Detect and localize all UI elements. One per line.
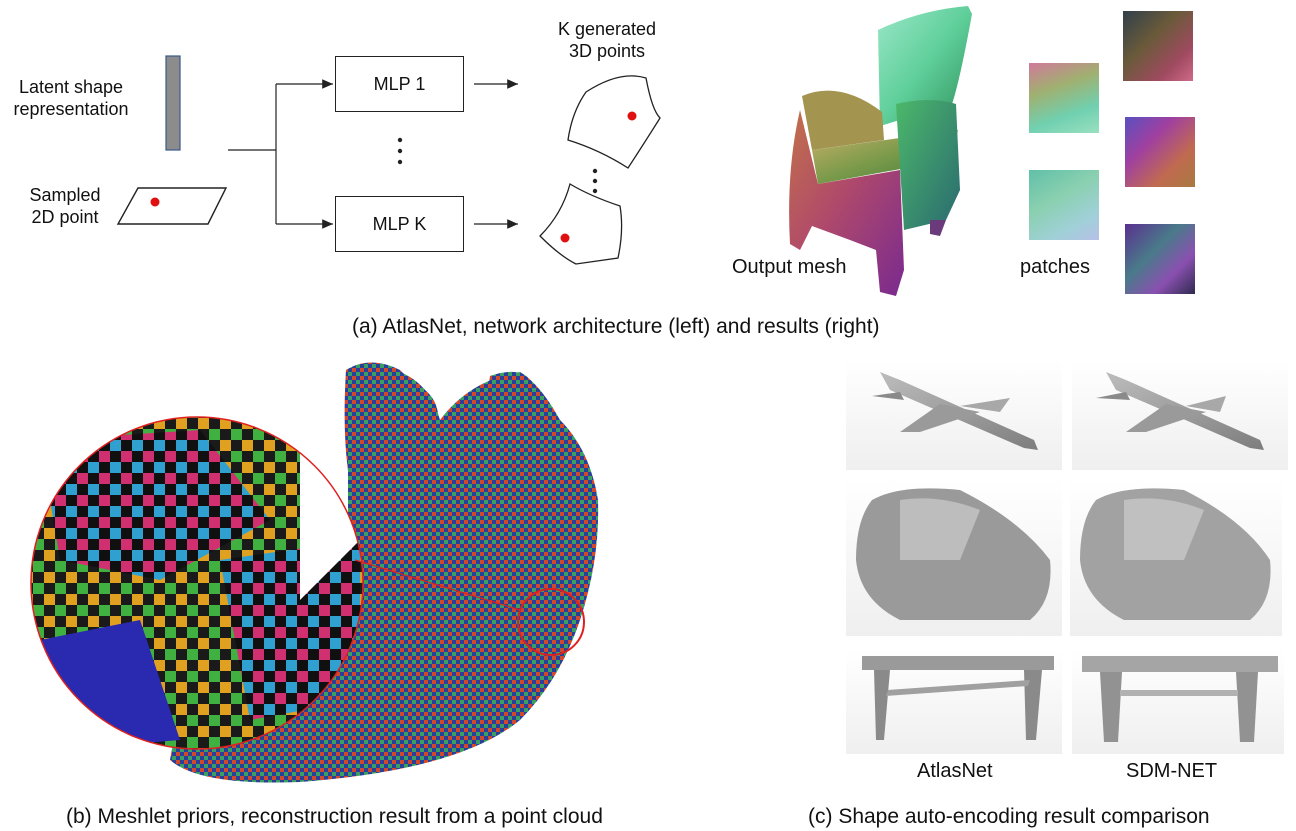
table-sdmnet: [1082, 656, 1278, 742]
generated-point-dot: [627, 111, 637, 121]
generated-label-line1: K generated: [557, 19, 657, 39]
sampled-2d-square: [116, 187, 228, 225]
ellipsis-dot: [592, 178, 598, 184]
ellipsis-dot: [592, 168, 598, 174]
latent-shape-label: Latent shape representation: [2, 76, 140, 120]
generated-patch-top: [567, 75, 661, 169]
generated-points-label: K generated 3D points: [548, 18, 666, 62]
zoom-connector-line: [354, 559, 521, 611]
method-label-atlasnet: AtlasNet: [917, 760, 993, 782]
caption-c: (c) Shape auto-encoding result compariso…: [808, 805, 1210, 828]
car-sdmnet: [1080, 488, 1271, 620]
uv-patch-1: [1029, 63, 1099, 133]
ellipsis-dot: [592, 188, 598, 194]
zoom-circle-outline: [30, 416, 364, 750]
generated-label-line2: 3D points: [568, 41, 646, 61]
uv-patch-4: [1125, 117, 1195, 187]
ellipsis-dot: [397, 159, 403, 165]
generated-patch-bottom: [539, 182, 623, 265]
zoom-inset: [31, 417, 363, 749]
zoom-source-circle: [517, 588, 585, 656]
caption-a: (a) AtlasNet, network architecture (left…: [352, 315, 880, 338]
mlp-k-box: MLP K: [335, 196, 464, 252]
mlp-k-label: MLP K: [372, 213, 427, 234]
mlp-1-label: MLP 1: [373, 73, 426, 94]
patches-label: patches: [1020, 256, 1091, 278]
latent-vector-bar: [165, 55, 181, 151]
sampled-point-label: Sampled 2D point: [16, 184, 114, 228]
uv-patch-3: [1123, 11, 1193, 81]
architecture-diagram: [116, 55, 661, 265]
ellipsis-dot: [397, 137, 403, 143]
sampled-label-line1: Sampled: [29, 185, 101, 205]
output-mesh-label: Output mesh: [732, 256, 847, 278]
method-label-sdmnet: SDM-NET: [1126, 760, 1218, 782]
sampled-label-line2: 2D point: [31, 207, 99, 227]
uv-patch-5: [1125, 224, 1195, 294]
latent-label-line2: representation: [13, 99, 129, 119]
generated-point-dot: [560, 233, 570, 243]
uv-patch-2: [1029, 170, 1099, 240]
sampled-point-dot: [150, 197, 160, 207]
table-atlasnet: [862, 656, 1054, 740]
airplane-sdmnet: [1096, 372, 1264, 450]
ellipsis-dot: [397, 148, 403, 154]
car-atlasnet: [856, 488, 1051, 620]
airplane-atlasnet: [872, 372, 1038, 450]
caption-b: (b) Meshlet priors, reconstruction resul…: [66, 805, 603, 828]
latent-label-line1: Latent shape: [18, 77, 124, 97]
mlp-1-box: MLP 1: [335, 56, 464, 112]
